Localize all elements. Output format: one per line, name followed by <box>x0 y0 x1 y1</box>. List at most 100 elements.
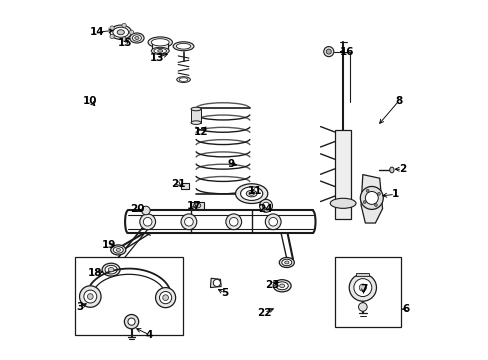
Text: 3: 3 <box>76 302 83 312</box>
Ellipse shape <box>248 192 254 195</box>
Circle shape <box>143 217 152 226</box>
Circle shape <box>262 202 269 210</box>
Bar <box>75 257 183 335</box>
Ellipse shape <box>279 284 284 288</box>
Polygon shape <box>210 278 221 288</box>
Text: 4: 4 <box>145 330 153 340</box>
Ellipse shape <box>135 37 139 40</box>
Bar <box>152 42 168 51</box>
Ellipse shape <box>191 121 201 125</box>
Circle shape <box>155 288 175 308</box>
Text: 20: 20 <box>129 204 144 215</box>
Ellipse shape <box>102 263 120 276</box>
Ellipse shape <box>158 49 163 52</box>
Circle shape <box>159 292 171 304</box>
Circle shape <box>365 192 378 204</box>
Circle shape <box>268 217 277 226</box>
Ellipse shape <box>151 47 169 54</box>
Text: 9: 9 <box>227 159 234 169</box>
Circle shape <box>348 274 376 301</box>
Circle shape <box>110 34 114 39</box>
Text: 18: 18 <box>87 267 102 278</box>
Ellipse shape <box>105 265 117 274</box>
Circle shape <box>259 199 272 212</box>
Text: 7: 7 <box>359 284 366 294</box>
Ellipse shape <box>246 190 257 197</box>
Circle shape <box>323 46 333 57</box>
Circle shape <box>325 49 330 54</box>
Text: 1: 1 <box>391 189 398 199</box>
Circle shape <box>122 23 126 28</box>
Text: 14: 14 <box>89 27 104 37</box>
Circle shape <box>124 315 139 329</box>
Ellipse shape <box>279 257 294 267</box>
Circle shape <box>229 217 238 226</box>
Circle shape <box>83 290 97 303</box>
Circle shape <box>265 214 281 230</box>
Ellipse shape <box>179 78 187 81</box>
Circle shape <box>87 294 93 300</box>
Text: 24: 24 <box>258 204 272 215</box>
Ellipse shape <box>113 247 123 253</box>
Ellipse shape <box>116 248 120 251</box>
Ellipse shape <box>389 167 393 173</box>
Text: 17: 17 <box>186 201 201 211</box>
Ellipse shape <box>176 43 190 49</box>
Circle shape <box>129 30 133 35</box>
Ellipse shape <box>129 33 144 43</box>
Bar <box>356 273 368 276</box>
Circle shape <box>128 318 135 325</box>
Ellipse shape <box>176 77 190 82</box>
Ellipse shape <box>108 267 114 272</box>
Circle shape <box>181 214 196 230</box>
Circle shape <box>80 286 101 307</box>
Text: 19: 19 <box>102 240 116 250</box>
Ellipse shape <box>281 259 291 266</box>
Circle shape <box>359 284 366 291</box>
Ellipse shape <box>273 280 290 292</box>
Ellipse shape <box>117 30 124 35</box>
Text: 21: 21 <box>171 179 185 189</box>
Bar <box>190 202 203 210</box>
Text: 12: 12 <box>194 127 208 136</box>
Circle shape <box>363 201 366 203</box>
Circle shape <box>374 204 377 207</box>
Text: 13: 13 <box>149 53 163 63</box>
Ellipse shape <box>151 39 169 46</box>
Text: 8: 8 <box>394 96 402 106</box>
Ellipse shape <box>173 42 194 51</box>
Ellipse shape <box>154 48 166 53</box>
Circle shape <box>142 206 150 215</box>
Bar <box>335 130 350 220</box>
Text: 10: 10 <box>83 96 97 106</box>
Polygon shape <box>360 175 382 223</box>
Ellipse shape <box>110 25 131 40</box>
Circle shape <box>163 295 168 301</box>
Ellipse shape <box>110 245 125 255</box>
Text: 15: 15 <box>118 38 132 48</box>
Circle shape <box>140 214 155 230</box>
Bar <box>334 257 400 327</box>
Circle shape <box>213 279 220 287</box>
Ellipse shape <box>276 282 287 290</box>
Text: 22: 22 <box>257 308 271 318</box>
Ellipse shape <box>193 203 201 208</box>
Ellipse shape <box>113 27 128 37</box>
Text: 16: 16 <box>339 46 353 57</box>
Circle shape <box>225 214 241 230</box>
Text: 11: 11 <box>247 186 262 196</box>
Ellipse shape <box>284 261 288 264</box>
Text: 6: 6 <box>402 304 408 314</box>
Circle shape <box>110 26 114 30</box>
Ellipse shape <box>191 107 201 111</box>
Circle shape <box>353 279 371 297</box>
Circle shape <box>366 189 368 192</box>
Ellipse shape <box>329 198 355 208</box>
Text: 23: 23 <box>264 280 279 290</box>
Ellipse shape <box>148 37 172 48</box>
Circle shape <box>358 303 366 311</box>
Ellipse shape <box>240 187 262 201</box>
Text: 2: 2 <box>398 164 405 174</box>
Circle shape <box>184 217 193 226</box>
Bar <box>180 183 188 189</box>
